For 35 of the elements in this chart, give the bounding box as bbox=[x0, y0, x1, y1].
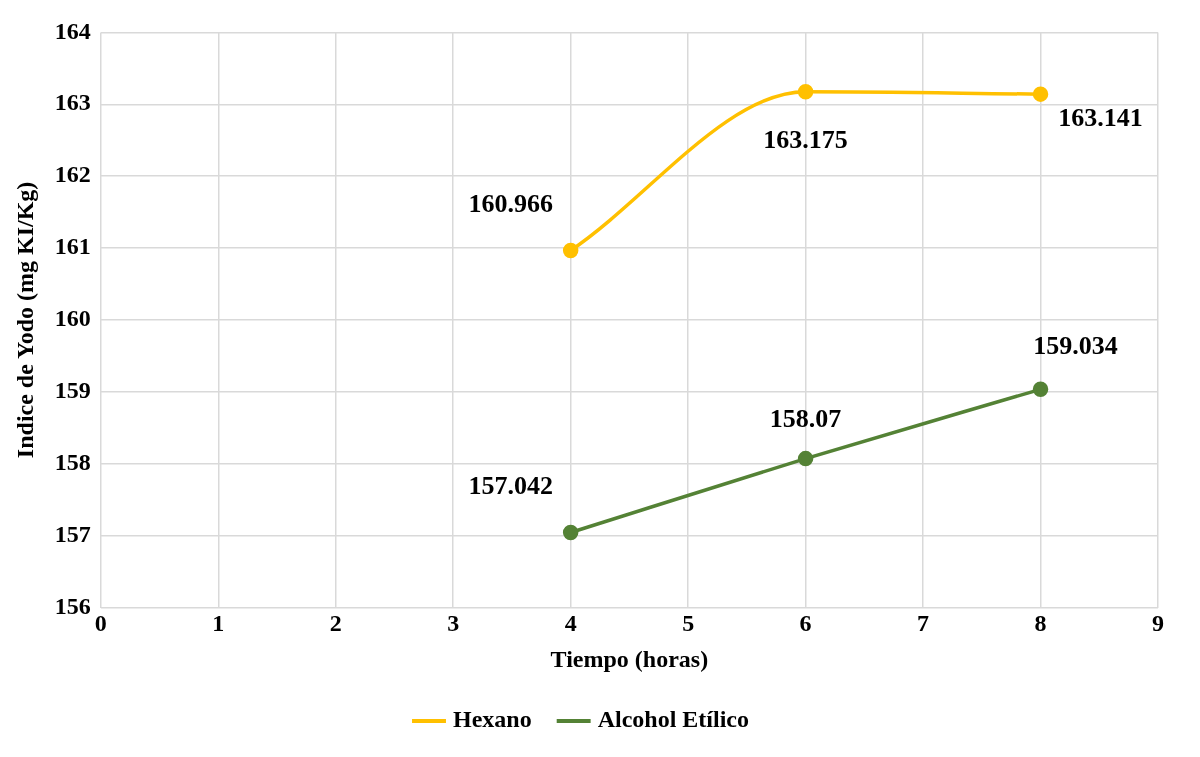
y-tick-label: 159 bbox=[54, 376, 91, 403]
x-tick-label: 0 bbox=[94, 610, 107, 636]
x-tick-label: 3 bbox=[447, 610, 460, 636]
point bbox=[1032, 86, 1049, 102]
y-tick-label: 158 bbox=[54, 448, 91, 475]
x-tick-label: 5 bbox=[682, 610, 695, 636]
point bbox=[797, 83, 814, 100]
x-tick-label: 2 bbox=[329, 610, 342, 636]
point bbox=[797, 450, 814, 467]
data-label: 160.966 bbox=[468, 189, 553, 219]
x-tick-label: 9 bbox=[1152, 610, 1164, 636]
legend-label: Hexano bbox=[453, 706, 532, 733]
x-tick-label: 4 bbox=[564, 610, 577, 636]
y-axis-title: Indice de Yodo (mg KI/Kg) bbox=[11, 181, 38, 459]
y-tick-label: 160 bbox=[54, 305, 91, 332]
data-label: 163.175 bbox=[763, 125, 848, 155]
y-tick-label: 161 bbox=[54, 233, 91, 260]
data-label: 163.141 bbox=[1058, 102, 1143, 132]
x-tick-label: 6 bbox=[799, 610, 812, 636]
data-label: 157.042 bbox=[468, 471, 553, 501]
y-tick-label: 163 bbox=[54, 89, 91, 116]
y-tick-label: 164 bbox=[54, 17, 91, 44]
point bbox=[562, 524, 579, 541]
data-label: 158.07 bbox=[769, 404, 842, 434]
y-tick-label: 162 bbox=[54, 161, 91, 188]
x-tick-label: 7 bbox=[917, 610, 930, 636]
point bbox=[562, 242, 579, 259]
y-tick-label: 157 bbox=[54, 520, 91, 547]
y-tick-label: 156 bbox=[54, 592, 91, 619]
x-axis-title: Tiempo (horas) bbox=[550, 645, 709, 672]
point bbox=[1032, 381, 1049, 398]
legend-label: Alcohol Etílico bbox=[597, 706, 749, 733]
data-label: 159.034 bbox=[1033, 331, 1118, 361]
x-tick-label: 1 bbox=[212, 610, 225, 636]
x-tick-label: 8 bbox=[1034, 610, 1047, 636]
